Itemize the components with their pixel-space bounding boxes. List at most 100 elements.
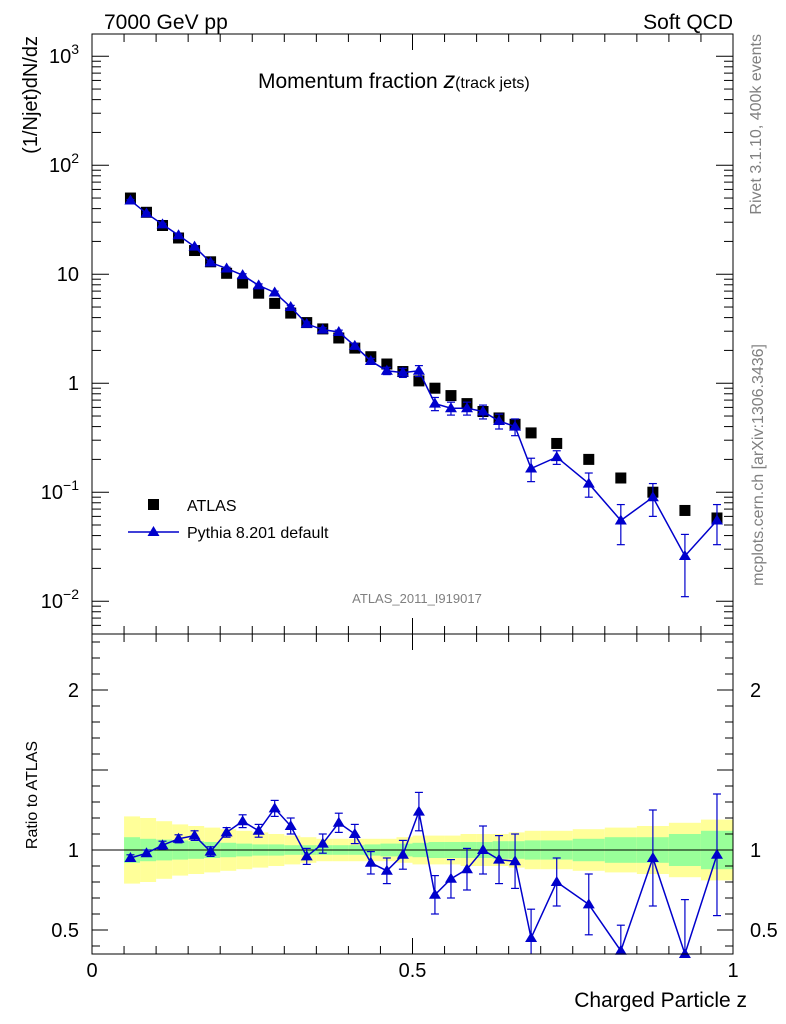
ratio-pythia-point [614,944,627,955]
atlas-point [525,427,537,439]
atlas-point [583,453,595,465]
pythia-point [268,286,281,297]
ratio-pythia-point [284,820,297,830]
pythia-point [380,364,393,375]
pythia-point [124,194,137,205]
mcplots-site-label: mcplots.cern.ch [arXiv:1306.3436] [750,344,767,586]
pythia-point [614,514,627,525]
ratio-pythia-line [130,807,718,957]
x-axis-label: Charged Particle z [574,989,747,1012]
legend-pythia-marker [147,526,160,536]
pythia-point [710,514,723,525]
atlas-point [679,504,691,516]
pythia-point [156,218,169,229]
plot-title-z: z [443,67,456,93]
legend-atlas-label: ATLAS [187,498,237,515]
pythia-point [300,317,313,328]
rivet-version-label: Rivet 3.1.10, 400k events [748,34,765,215]
ratio-y-tick-labels: 0.5 0.5 1 1 2 2 [51,680,778,942]
legend-pythia-label: Pythia 8.201 default [187,525,329,542]
ratio-pythia-point [156,839,169,850]
ratio-pythia-point [646,852,659,862]
x-tick-label: 0 [86,960,97,982]
ratio-panel: 0.5 0.51 12 2 0 0.5 1 Ratio to ATLAS Charged … [24,633,778,1012]
x-tick-label: 0.5 [399,960,427,982]
pythia-point [550,451,563,462]
pythia-point [140,207,153,218]
pythia-point [316,323,329,334]
pythia-point [188,240,201,251]
ratio-pythia-point [252,824,265,835]
ratio-pythia-point [332,816,345,827]
ratio-pythia-point [509,855,522,866]
atlas-point [333,332,345,344]
ratio-pythia-point [300,850,313,861]
pythia-point [364,354,377,365]
pythia-point [477,405,490,416]
main-y-axis-label: (1/Njet)dN/dz [20,36,42,154]
plot-title-main: Momentum fraction [258,70,444,93]
ratio-y-axis-label: Ratio to ATLAS [24,741,41,849]
ratio-axis-ticks [91,634,734,954]
ratio-pythia-point [172,832,185,843]
main-data-series [124,192,723,598]
ratio-pythia-point [396,848,409,859]
header-category: Soft QCD [643,11,733,34]
main-y-tick-labels: 10−2 10−1 1 10 102 103 [41,41,79,613]
ratio-pythia-point [477,844,490,854]
ratio-pythia-point [188,829,201,840]
ratio-pythia-point [428,888,441,899]
atlas-point [381,358,393,370]
ratio-y-tick-label: 0.5 [51,920,79,942]
ratio-y-tick-label: 1 [68,840,79,862]
pythia-point [172,229,185,240]
main-frame [91,33,734,635]
pythia-point [444,402,457,413]
pythia-point [582,477,595,488]
main-axis-ticks [91,34,734,635]
pythia-point [525,462,538,473]
atlas-point [551,437,563,449]
ratio-pythia-point [236,815,249,826]
ratio-y-tick-label-right: 0.5 [750,920,778,942]
pythia-point [220,262,233,273]
ratio-pythia-point [710,848,723,859]
pythia-point [332,326,345,337]
pythia-point [204,256,217,267]
plot-title: Momentum fraction z(track jets) [258,67,530,93]
header-energy: 7000 GeV pp [104,11,228,34]
x-tick-labels: 0 0.5 1 [86,960,738,982]
main-y-tick-label: 10−2 [41,586,79,613]
atlas-point [237,277,249,289]
pythia-point [646,491,659,502]
ratio-pythia-point [380,864,393,875]
pythia-point [428,397,441,408]
ratio-pythia-point [525,932,538,942]
ratio-pythia-point [550,876,563,886]
main-y-tick-label: 102 [49,150,79,177]
pythia-point [236,269,249,280]
main-y-tick-label: 1 [68,373,79,395]
analysis-tag: ATLAS_2011_I919017 [352,591,482,606]
pythia-point [396,366,409,377]
main-y-tick-label: 10−1 [41,477,79,504]
atlas-point [429,382,441,394]
ratio-pythia-point [140,847,153,858]
atlas-point [413,375,425,387]
pythia-point [252,279,265,290]
ratio-pythia-point [220,826,233,837]
pythia-point [678,549,691,560]
main-panel: 10−2 10−1 1 10 102 103 (1/Njet)dN/dz Momentum… [20,33,734,635]
ratio-y-tick-label-right: 2 [750,680,761,702]
pythia-point [460,402,473,413]
atlas-point [285,307,297,319]
ratio-pythia-point [364,856,377,867]
plot-title-sub: (track jets) [455,75,530,92]
ratio-y-tick-label-right: 1 [750,840,761,862]
ratio-pythia-point [444,872,457,883]
ratio-pythia-point [316,837,329,848]
main-y-tick-label: 103 [49,41,79,68]
atlas-point [221,267,233,279]
ratio-pythia-point [204,845,217,856]
